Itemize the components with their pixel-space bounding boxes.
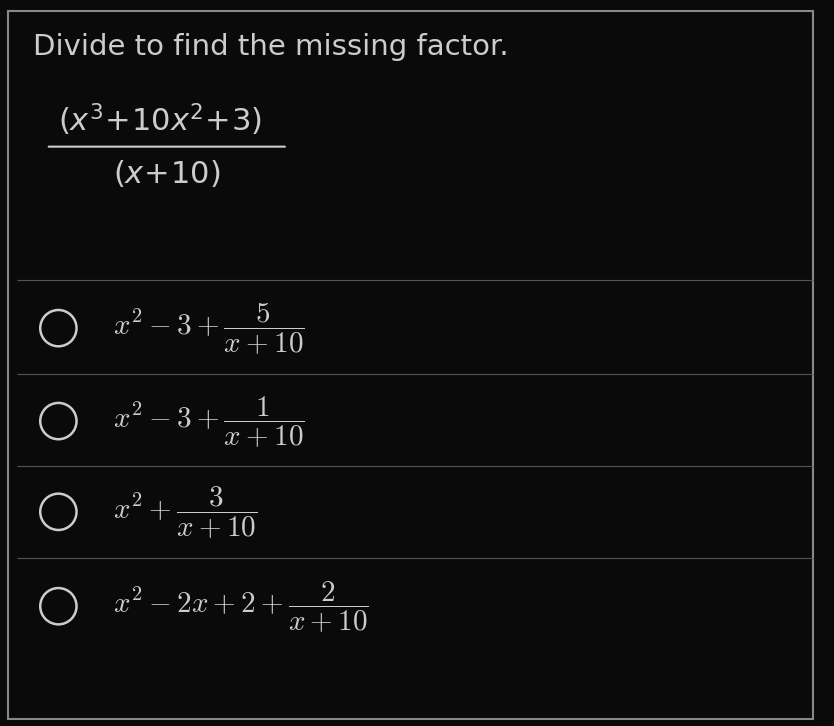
Text: $x^2 + \dfrac{3}{x+10}$: $x^2 + \dfrac{3}{x+10}$ — [113, 484, 257, 540]
Text: $x^2 - 3 + \dfrac{5}{x+10}$: $x^2 - 3 + \dfrac{5}{x+10}$ — [113, 300, 304, 356]
Text: $x^2 - 3 + \dfrac{1}{x+10}$: $x^2 - 3 + \dfrac{1}{x+10}$ — [113, 393, 304, 449]
Text: $(x\!+\!10)$: $(x\!+\!10)$ — [113, 159, 220, 189]
Text: $(x^3\!+\!10x^2\!+\!3)$: $(x^3\!+\!10x^2\!+\!3)$ — [58, 102, 263, 138]
Text: $x^2 - 2x + 2 + \dfrac{2}{x+10}$: $x^2 - 2x + 2 + \dfrac{2}{x+10}$ — [113, 579, 369, 634]
Text: Divide to find the missing factor.: Divide to find the missing factor. — [33, 33, 509, 61]
